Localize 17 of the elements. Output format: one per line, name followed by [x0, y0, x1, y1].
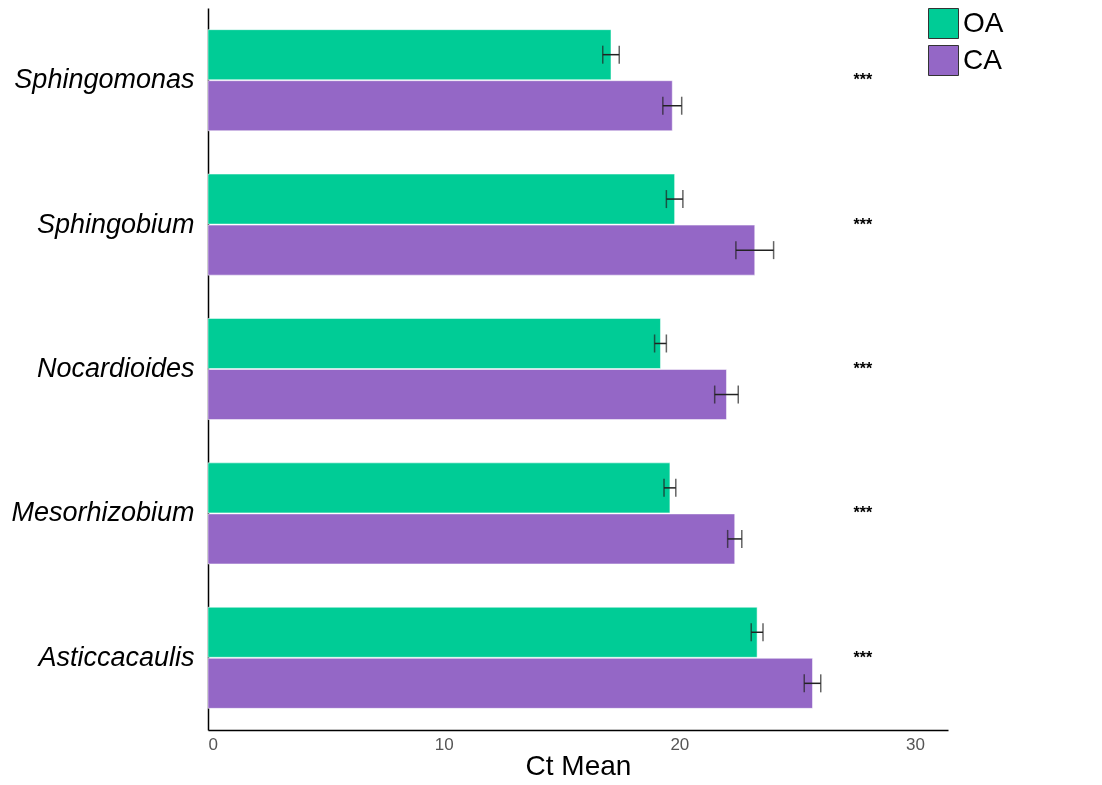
legend-label: CA	[963, 43, 1003, 75]
y-tick-label: Sphingobium	[36, 208, 195, 239]
annotation: ***	[853, 71, 874, 89]
x-tick-label: 0	[208, 734, 218, 754]
y-tick-label: Sphingomonas	[14, 64, 195, 95]
x-axis-title: Ct Mean	[525, 749, 632, 781]
annotation: ***	[853, 504, 874, 522]
legend-label: OA	[963, 6, 1004, 38]
x-tick-label: 30	[906, 734, 925, 754]
y-tick-label: Nocardioides	[36, 353, 195, 383]
y-tick-label: Mesorhizobium	[11, 497, 195, 528]
annotation: ***	[853, 648, 874, 666]
annotation: ***	[853, 360, 874, 377]
x-tick-label: 20	[670, 734, 690, 754]
y-tick-label: Asticcacaulis	[36, 641, 195, 672]
x-tick-label: 10	[434, 734, 454, 754]
annotation: ***	[853, 215, 874, 233]
